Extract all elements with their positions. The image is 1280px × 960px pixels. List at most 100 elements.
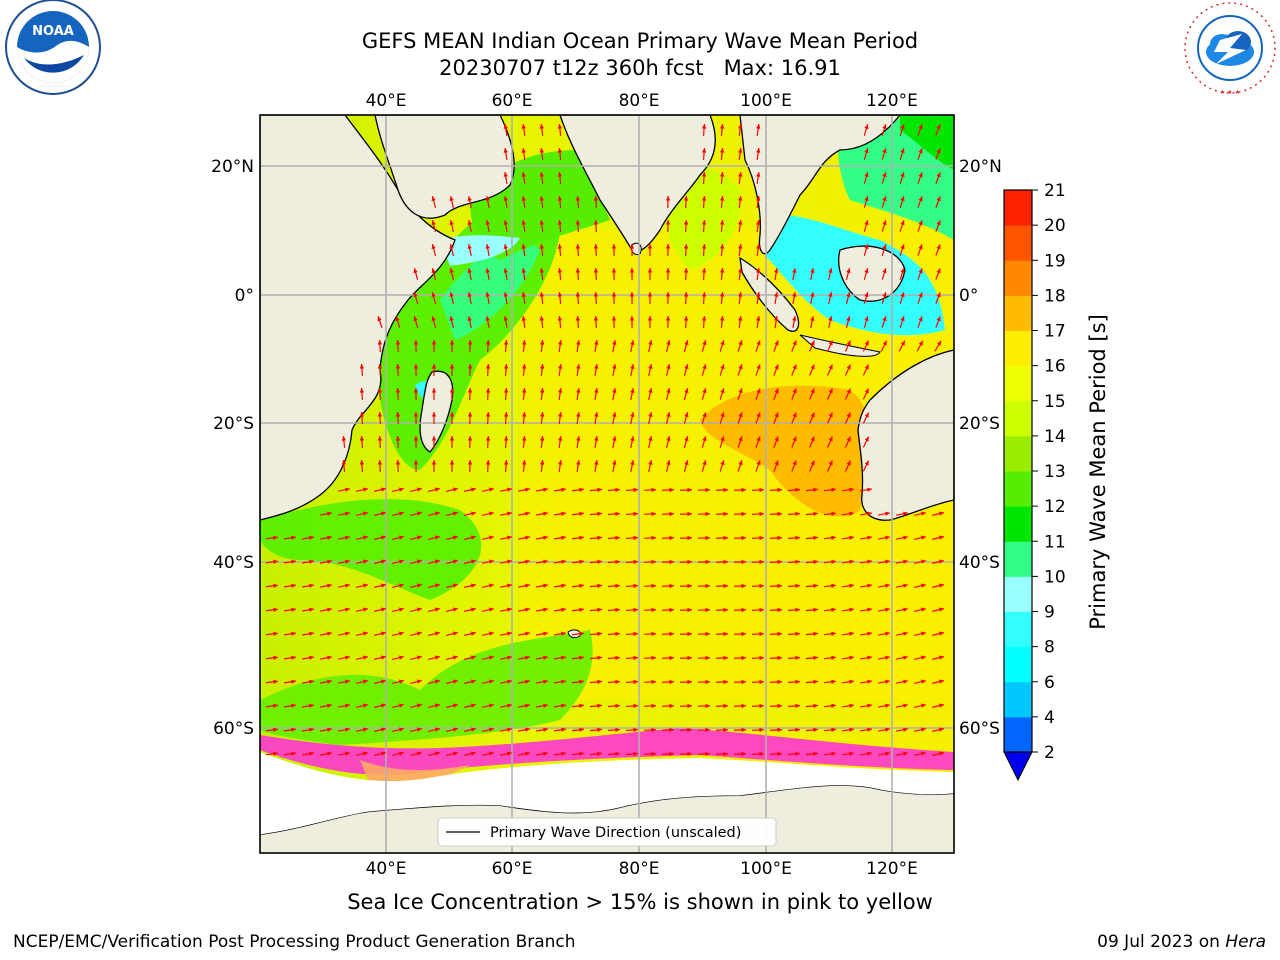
direction-arrow-head <box>938 511 944 516</box>
direction-arrow-head <box>701 268 707 273</box>
direction-arrow-head <box>648 412 653 418</box>
direction-arrow-head <box>558 460 563 465</box>
direction-arrow-head <box>647 316 653 321</box>
direction-arrow-head <box>413 412 419 417</box>
direction-arrow-head <box>615 727 620 733</box>
direction-arrow-head <box>795 703 800 709</box>
direction-arrow-head <box>705 703 710 709</box>
direction-arrow-head <box>864 244 869 250</box>
direction-arrow-head <box>741 535 746 541</box>
direction-arrow-head <box>864 364 869 370</box>
direction-arrow-head <box>864 268 869 274</box>
direction-arrow-head <box>452 703 458 708</box>
direction-arrow-head <box>470 559 476 564</box>
direction-arrow-head <box>813 655 818 661</box>
direction-arrow-head <box>413 436 419 441</box>
legend-label: Primary Wave Direction (unscaled) <box>490 825 741 841</box>
direction-arrow-head <box>273 607 278 612</box>
direction-arrow-head <box>864 292 869 298</box>
direction-arrow-head <box>882 220 887 226</box>
direction-arrow-head <box>666 340 671 346</box>
direction-arrow-head <box>539 124 544 129</box>
direction-arrow-head <box>810 460 815 466</box>
direction-arrow-head <box>759 607 764 613</box>
direction-arrow-head <box>723 535 728 541</box>
direction-arrow-head <box>309 727 314 732</box>
direction-arrow-head <box>431 220 436 226</box>
direction-arrow-head <box>777 655 782 661</box>
direction-arrow-head <box>539 220 544 225</box>
direction-arrow-head <box>828 316 833 322</box>
direction-arrow-head <box>449 364 455 369</box>
direction-arrow-head <box>575 292 581 297</box>
direction-arrow-head <box>756 220 761 225</box>
direction-arrow-head <box>488 559 494 564</box>
direction-arrow-head <box>849 703 854 708</box>
svg-text:· · · · · · · · · · · ·: · · · · · · · · · · · · <box>37 85 70 90</box>
direction-arrow-head <box>579 751 584 756</box>
direction-arrow-head <box>341 436 347 441</box>
direction-arrow-head <box>431 436 437 441</box>
direction-arrow-head <box>470 535 476 540</box>
direction-arrow-head <box>521 316 526 321</box>
direction-arrow-head <box>398 583 404 588</box>
direction-arrow-head <box>398 679 404 684</box>
direction-arrow-head <box>575 268 581 273</box>
direction-arrow-head <box>416 607 422 612</box>
direction-arrow-head <box>719 172 725 177</box>
direction-arrow-head <box>810 364 815 370</box>
direction-arrow-head <box>777 751 782 757</box>
direction-arrow-head <box>612 340 617 345</box>
direction-arrow-head <box>849 559 854 564</box>
lon-label: 100°E <box>740 91 792 111</box>
direction-arrow-head <box>467 388 473 393</box>
direction-arrow-head <box>449 196 454 202</box>
direction-arrow-head <box>525 535 530 540</box>
direction-arrow-head <box>507 607 512 612</box>
direction-arrow-head <box>309 679 314 684</box>
direction-arrow-head <box>431 388 437 393</box>
direction-arrow-head <box>525 559 530 564</box>
direction-arrow-head <box>651 727 656 733</box>
direction-arrow-head <box>543 655 548 660</box>
direction-arrow-head <box>467 196 472 201</box>
direction-arrow-head <box>629 316 635 321</box>
direction-arrow-head <box>921 679 926 684</box>
colorbar-tick-label: 6 <box>1044 673 1055 693</box>
direction-arrow-head <box>362 631 368 636</box>
direction-arrow-head <box>810 340 815 346</box>
direction-arrow-head <box>327 511 332 516</box>
direction-arrow-head <box>629 292 635 297</box>
direction-arrow-head <box>557 148 563 153</box>
direction-arrow-head <box>903 655 908 660</box>
direction-arrow-head <box>792 412 797 418</box>
direction-arrow-head <box>345 727 350 732</box>
direction-arrow-head <box>882 172 887 178</box>
direction-arrow-head <box>938 703 944 708</box>
direction-arrow-head <box>741 655 746 661</box>
direction-arrow-head <box>719 148 725 153</box>
direction-arrow-head <box>309 631 314 636</box>
direction-arrow-head <box>543 679 548 684</box>
direction-arrow-head <box>467 364 473 369</box>
direction-arrow-head <box>291 655 296 660</box>
direction-arrow-head <box>579 679 584 684</box>
direction-arrow-head <box>687 703 692 709</box>
direction-arrow-head <box>380 703 386 708</box>
direction-arrow-head <box>380 583 386 588</box>
direction-arrow-head <box>741 559 746 565</box>
direction-arrow-head <box>882 316 887 322</box>
direction-arrow-head <box>936 340 942 346</box>
direction-arrow-head <box>521 268 526 273</box>
direction-arrow-head <box>377 340 383 345</box>
colorbar-segment <box>1004 576 1032 612</box>
direction-arrow-head <box>759 487 764 493</box>
direction-arrow-head <box>648 436 653 442</box>
direction-arrow-head <box>756 388 761 394</box>
direction-arrow-head <box>488 487 494 492</box>
direction-arrow-head <box>593 316 599 321</box>
direction-arrow-head <box>651 559 656 565</box>
direction-arrow-head <box>669 751 674 757</box>
direction-arrow-head <box>362 655 368 660</box>
